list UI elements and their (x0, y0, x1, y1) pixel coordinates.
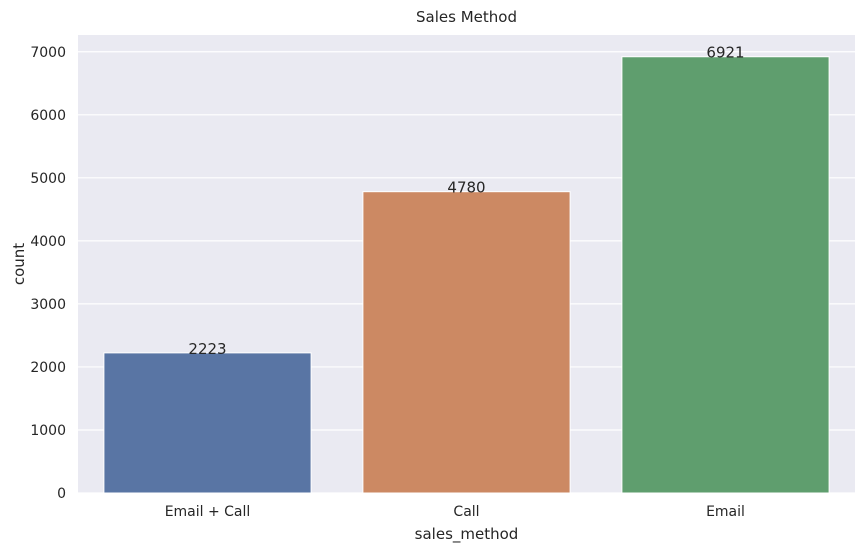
y-tick-label: 4000 (30, 234, 66, 250)
y-tick-label: 7000 (30, 45, 66, 61)
y-tick-label: 6000 (30, 108, 66, 124)
y-tick-label: 2000 (30, 360, 66, 376)
bars (103, 56, 830, 494)
y-axis-ticks: 0 1000 2000 3000 4000 5000 6000 7000 (30, 45, 66, 502)
y-tick-label: 5000 (30, 171, 66, 187)
bar-data-label: 4780 (447, 179, 485, 197)
x-tick-label: Email (706, 504, 745, 520)
bar-email-call (103, 352, 312, 494)
y-tick-label: 3000 (30, 297, 66, 313)
bar-data-label: 6921 (706, 44, 744, 62)
y-axis-label: count (10, 243, 28, 285)
bar-email (621, 56, 830, 494)
bar-data-label: 2223 (188, 340, 226, 358)
y-tick-label: 0 (57, 486, 66, 502)
bar-call (362, 191, 571, 494)
y-tick-label: 1000 (30, 423, 66, 439)
x-axis-ticks: Email + Call Call Email (165, 504, 745, 520)
bar-data-labels: 2223 4780 6921 (188, 44, 744, 358)
chart-title: Sales Method (416, 8, 517, 26)
x-tick-label: Call (453, 504, 479, 520)
x-tick-label: Email + Call (165, 504, 251, 520)
x-axis-label: sales_method (415, 525, 519, 544)
